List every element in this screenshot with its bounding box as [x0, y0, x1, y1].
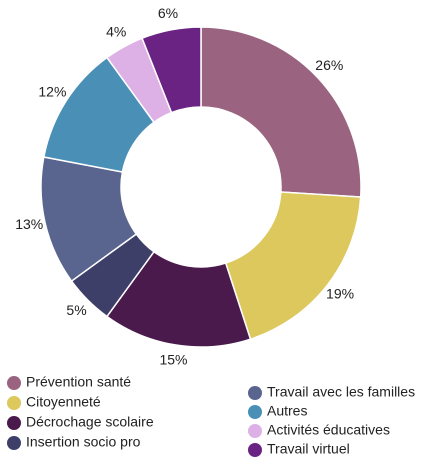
legend-label: Activités éducatives	[267, 422, 390, 438]
legend-label: Insertion socio pro	[26, 434, 141, 450]
data-label: 5%	[66, 302, 86, 318]
legend-label: Prévention santé	[26, 374, 131, 390]
data-label: 6%	[158, 5, 178, 21]
legend-marker	[248, 443, 262, 457]
legend-marker	[248, 386, 262, 400]
data-label: 15%	[159, 352, 187, 368]
data-label: 13%	[15, 216, 43, 232]
legend-marker	[7, 376, 21, 390]
data-label: 19%	[326, 286, 354, 302]
data-label: 26%	[315, 57, 343, 73]
legend-marker	[248, 405, 262, 419]
legend-label: Travail virtuel	[267, 441, 350, 457]
data-label: 4%	[106, 23, 126, 39]
legend-marker	[7, 416, 21, 430]
donut-slice	[141, 26, 202, 114]
legend-marker	[248, 424, 262, 438]
legend-label: Décrochage scolaire	[26, 414, 154, 430]
donut-slice	[200, 26, 362, 198]
donut-slice	[224, 191, 362, 341]
legend-marker	[7, 396, 21, 410]
legend-label: Travail avec les familles	[267, 384, 415, 400]
legend-label: Autres	[267, 403, 307, 419]
legend-marker	[7, 436, 21, 450]
legend-label: Citoyenneté	[26, 394, 101, 410]
data-label: 12%	[38, 83, 66, 99]
